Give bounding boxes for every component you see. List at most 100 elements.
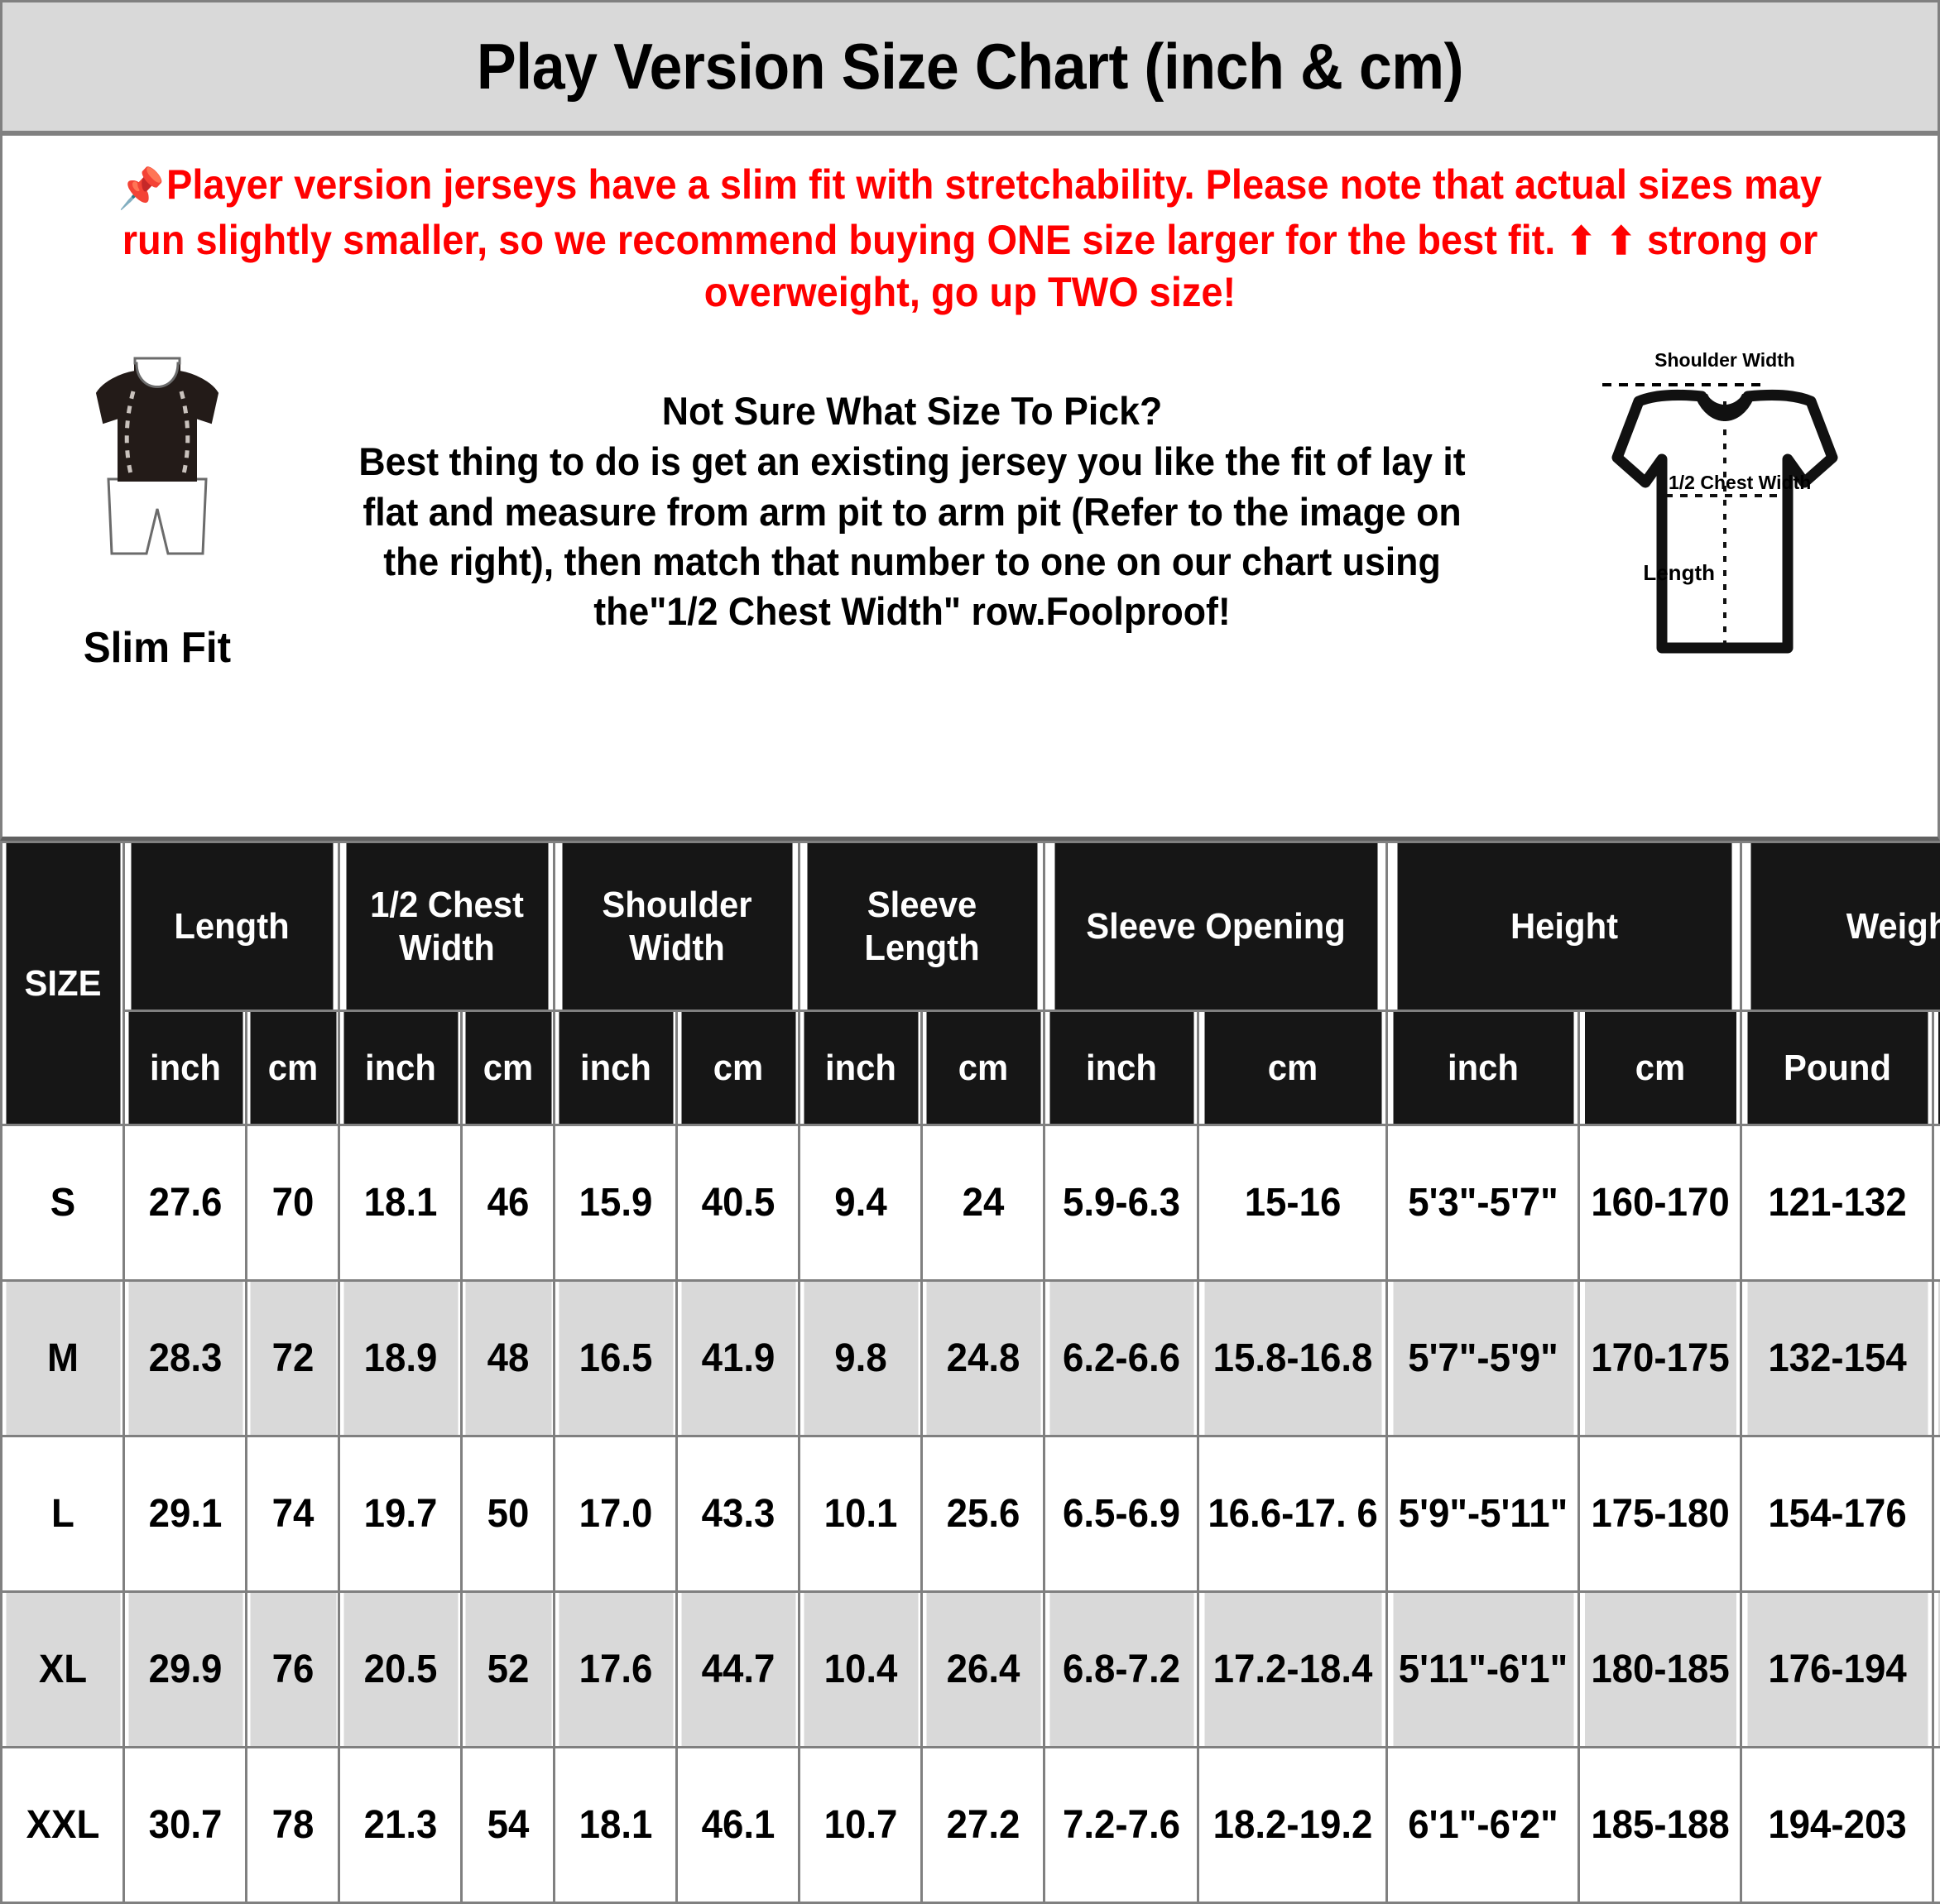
cell-shoulder-cm: 44.7 bbox=[678, 1590, 798, 1748]
row-size-label: M bbox=[2, 1279, 122, 1437]
advice-line-3: the right), then match that number to on… bbox=[383, 539, 1441, 583]
table-body: S 27.6 70 18.1 46 15.9 40.5 9.4 24 5.9-6… bbox=[2, 1124, 1940, 1904]
table-row: XL 29.9 76 20.5 52 17.6 44.7 10.4 26.4 6… bbox=[2, 1590, 1940, 1748]
cell-weight-pound: 154-176 bbox=[1744, 1435, 1930, 1593]
info-panel: 📌Player version jerseys have a slim fit … bbox=[0, 136, 1940, 841]
size-table: SIZE Length 1/2 Chest Width Shoulder Wid… bbox=[0, 841, 1940, 1904]
cell-shoulder-cm: 41.9 bbox=[678, 1279, 798, 1437]
pushpin-icon: 📌 bbox=[118, 167, 166, 211]
cell-sleeve-opening-inch: 6.8-7.2 bbox=[1046, 1590, 1196, 1748]
cell-sleeve-length-cm: 26.4 bbox=[923, 1590, 1043, 1748]
advice-line-4: the"1/2 Chest Width" row.Foolproof! bbox=[593, 588, 1231, 633]
half-chest-width-label: 1/2 Chest Width bbox=[1669, 472, 1811, 493]
chart-title-bar: Play Version Size Chart (inch & cm) bbox=[0, 0, 1940, 136]
cell-weight-pound: 176-194 bbox=[1744, 1590, 1930, 1748]
unit-height-cm: cm bbox=[1582, 1010, 1739, 1126]
cell-sleeve-length-cm: 25.6 bbox=[923, 1435, 1043, 1593]
unit-length-cm: cm bbox=[247, 1010, 339, 1126]
header-group-weight: Weight bbox=[1747, 841, 1940, 1012]
cell-length-inch: 29.9 bbox=[125, 1590, 245, 1748]
unit-length-inch: inch bbox=[125, 1010, 245, 1126]
table-row: L 29.1 74 19.7 50 17.0 43.3 10.1 25.6 6.… bbox=[2, 1435, 1940, 1593]
cell-length-cm: 76 bbox=[247, 1590, 339, 1748]
advice-line-1: Best thing to do is get an existing jers… bbox=[358, 439, 1466, 484]
row-size-label: XXL bbox=[2, 1746, 122, 1904]
sizing-warning: 📌Player version jerseys have a slim fit … bbox=[78, 159, 1862, 319]
cell-height-inch: 6'1"-6'2" bbox=[1390, 1746, 1576, 1904]
cell-chest-inch: 20.5 bbox=[340, 1590, 460, 1748]
cell-length-cm: 70 bbox=[247, 1124, 339, 1282]
cell-shoulder-inch: 18.1 bbox=[555, 1746, 675, 1904]
cell-chest-inch: 21.3 bbox=[340, 1746, 460, 1904]
cell-shoulder-cm: 43.3 bbox=[678, 1435, 798, 1593]
cell-weight-pound: 194-203 bbox=[1744, 1746, 1930, 1904]
unit-sleeve-opening-cm: cm bbox=[1201, 1010, 1384, 1126]
cell-shoulder-cm: 40.5 bbox=[678, 1124, 798, 1282]
row-size-label: L bbox=[2, 1435, 122, 1593]
cell-height-cm: 160-170 bbox=[1582, 1124, 1739, 1282]
cell-sleeve-length-inch: 9.8 bbox=[800, 1279, 920, 1437]
table-row: XXL 30.7 78 21.3 54 18.1 46.1 10.7 27.2 … bbox=[2, 1746, 1940, 1904]
cell-weight-kg: 80-88 bbox=[1935, 1590, 1940, 1748]
cell-chest-inch: 19.7 bbox=[340, 1435, 460, 1593]
unit-chest-inch: inch bbox=[340, 1010, 460, 1126]
arrow-up-icon: ⬆ ⬆ bbox=[1566, 219, 1636, 263]
unit-weight-pound: Pound bbox=[1744, 1010, 1930, 1126]
cell-sleeve-opening-inch: 6.5-6.9 bbox=[1046, 1435, 1196, 1593]
cell-height-cm: 180-185 bbox=[1582, 1590, 1739, 1748]
cell-sleeve-opening-inch: 5.9-6.3 bbox=[1046, 1124, 1196, 1282]
cell-weight-pound: 132-154 bbox=[1744, 1279, 1930, 1437]
table-row: S 27.6 70 18.1 46 15.9 40.5 9.4 24 5.9-6… bbox=[2, 1124, 1940, 1282]
cell-chest-cm: 46 bbox=[462, 1124, 554, 1282]
cell-sleeve-length-inch: 10.4 bbox=[800, 1590, 920, 1748]
unit-shoulder-inch: inch bbox=[555, 1010, 675, 1126]
cell-sleeve-opening-inch: 7.2-7.6 bbox=[1046, 1746, 1196, 1904]
cell-chest-cm: 48 bbox=[462, 1279, 554, 1437]
warning-line-3: go up TWO size! bbox=[931, 269, 1237, 316]
shoulder-width-label: Shoulder Width bbox=[1654, 349, 1795, 371]
unit-chest-cm: cm bbox=[462, 1010, 554, 1126]
header-group-sleeve-length: Sleeve Length bbox=[804, 841, 1040, 1012]
header-group-height: Height bbox=[1394, 841, 1734, 1012]
row-size-label: XL bbox=[2, 1590, 122, 1748]
cell-shoulder-inch: 16.5 bbox=[555, 1279, 675, 1437]
cell-weight-kg: 70-80 bbox=[1935, 1435, 1940, 1593]
unit-weight-kg: KG bbox=[1935, 1010, 1940, 1126]
cell-sleeve-length-inch: 9.4 bbox=[800, 1124, 920, 1282]
cell-chest-cm: 54 bbox=[462, 1746, 554, 1904]
slim-fit-block: Slim Fit bbox=[21, 338, 294, 673]
cell-sleeve-length-cm: 27.2 bbox=[923, 1746, 1043, 1904]
unit-shoulder-cm: cm bbox=[678, 1010, 798, 1126]
cell-sleeve-opening-cm: 18.2-19.2 bbox=[1201, 1746, 1384, 1904]
cell-weight-kg: 60-70 bbox=[1935, 1279, 1940, 1437]
warning-line-2b: strong or overweight, bbox=[703, 217, 1818, 316]
cell-sleeve-opening-inch: 6.2-6.6 bbox=[1046, 1279, 1196, 1437]
header-unit-row: inch cm inch cm inch cm inch cm inch cm … bbox=[2, 1010, 1940, 1126]
cell-weight-kg: 55-60 bbox=[1935, 1124, 1940, 1282]
cell-chest-inch: 18.1 bbox=[340, 1124, 460, 1282]
cell-height-cm: 185-188 bbox=[1582, 1746, 1739, 1904]
cell-sleeve-length-inch: 10.1 bbox=[800, 1435, 920, 1593]
table-head: SIZE Length 1/2 Chest Width Shoulder Wid… bbox=[2, 841, 1940, 1126]
page-title: Play Version Size Chart (inch & cm) bbox=[476, 30, 1464, 103]
advice-heading: Not Sure What Size To Pick? bbox=[661, 389, 1163, 434]
cell-sleeve-opening-cm: 16.6-17. 6 bbox=[1201, 1435, 1384, 1593]
cell-length-cm: 72 bbox=[247, 1279, 339, 1437]
unit-height-inch: inch bbox=[1390, 1010, 1576, 1126]
unit-sleeve-opening-inch: inch bbox=[1046, 1010, 1196, 1126]
header-group-length: Length bbox=[127, 841, 335, 1012]
advice-line-2: flat and measure from arm pit to arm pit… bbox=[363, 489, 1462, 534]
cell-sleeve-opening-cm: 15.8-16.8 bbox=[1201, 1279, 1384, 1437]
cell-sleeve-length-inch: 10.7 bbox=[800, 1746, 920, 1904]
length-label: Length bbox=[1643, 560, 1715, 585]
cell-length-cm: 74 bbox=[247, 1435, 339, 1593]
cell-length-inch: 30.7 bbox=[125, 1746, 245, 1904]
cell-chest-cm: 50 bbox=[462, 1435, 554, 1593]
cell-sleeve-length-cm: 24 bbox=[923, 1124, 1043, 1282]
tshirt-measurement-icon: Shoulder Width 1/2 Chest Width Length bbox=[1602, 349, 1838, 654]
size-advice-block: Not Sure What Size To Pick? Best thing t… bbox=[294, 338, 1530, 636]
header-group-shoulder-width: Shoulder Width bbox=[559, 841, 795, 1012]
cell-shoulder-inch: 17.0 bbox=[555, 1435, 675, 1593]
cell-shoulder-inch: 15.9 bbox=[555, 1124, 675, 1282]
